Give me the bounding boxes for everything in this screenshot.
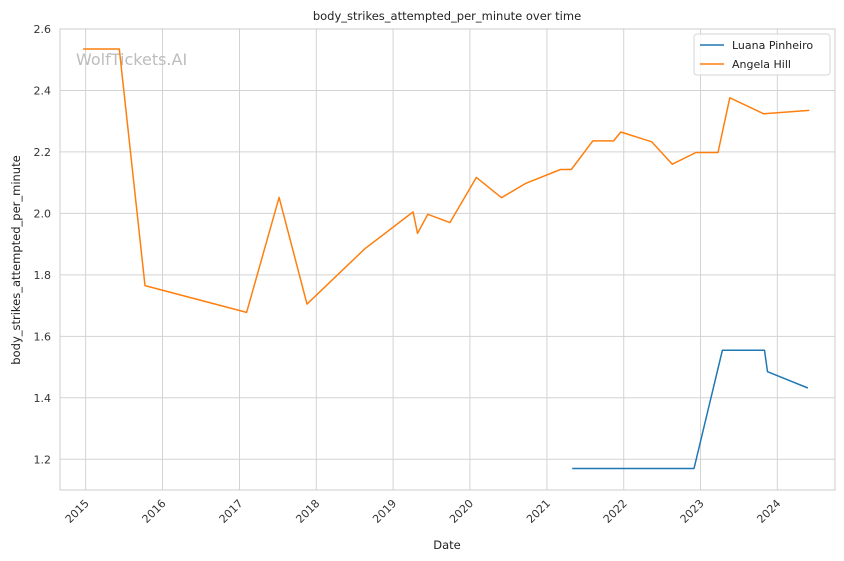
x-tick-label-2022: 2022 (601, 497, 630, 526)
x-tick-label-2018: 2018 (293, 497, 322, 526)
series-line-luana-pinheiro (572, 349, 809, 470)
series-line-angela-hill (83, 48, 810, 314)
x-tick-label-2017: 2017 (217, 497, 246, 526)
x-gridlines (85, 29, 778, 490)
y-tick-label-2.4: 2.4 (34, 84, 52, 97)
y-tick-label-1.4: 1.4 (34, 392, 52, 405)
legend-box (693, 33, 831, 76)
y-tick-label-1.8: 1.8 (34, 269, 52, 282)
x-tick-label-2016: 2016 (140, 497, 169, 526)
watermark: WolfTickets.AI (76, 50, 187, 69)
legend: Luana Pinheiro Angela Hill (693, 33, 831, 76)
legend-label-angela-hill: Angela Hill (732, 58, 791, 71)
x-tick-label-2023: 2023 (678, 497, 707, 526)
y-axis-title: body_strikes_attempted_per_minute (9, 155, 23, 364)
x-tick-label-2019: 2019 (370, 497, 399, 526)
y-tick-labels: 1.2 1.4 1.6 1.8 2.0 2.2 2.4 2.6 (34, 23, 52, 466)
chart-title: body_strikes_attempted_per_minute over t… (313, 9, 581, 23)
series-layer (83, 48, 810, 470)
y-tick-label-1.6: 1.6 (34, 330, 52, 343)
y-gridlines (60, 28, 835, 460)
x-axis-title: Date (433, 538, 461, 552)
legend-label-luana-pinheiro: Luana Pinheiro (732, 39, 813, 52)
x-tick-label-2015: 2015 (63, 497, 92, 526)
y-tick-label-2.6: 2.6 (34, 23, 52, 36)
x-tick-labels: 2015 2016 2017 2018 2019 2020 2021 2022 2023 2024 (63, 497, 784, 526)
x-tick-label-2021: 2021 (524, 497, 553, 526)
plot-area (59, 28, 836, 491)
y-tick-label-2.2: 2.2 (34, 146, 52, 159)
x-tick-label-2020: 2020 (447, 497, 476, 526)
x-tick-label-2024: 2024 (754, 497, 783, 526)
y-tick-label-1.2: 1.2 (34, 453, 52, 466)
y-tick-label-2.0: 2.0 (34, 207, 52, 220)
